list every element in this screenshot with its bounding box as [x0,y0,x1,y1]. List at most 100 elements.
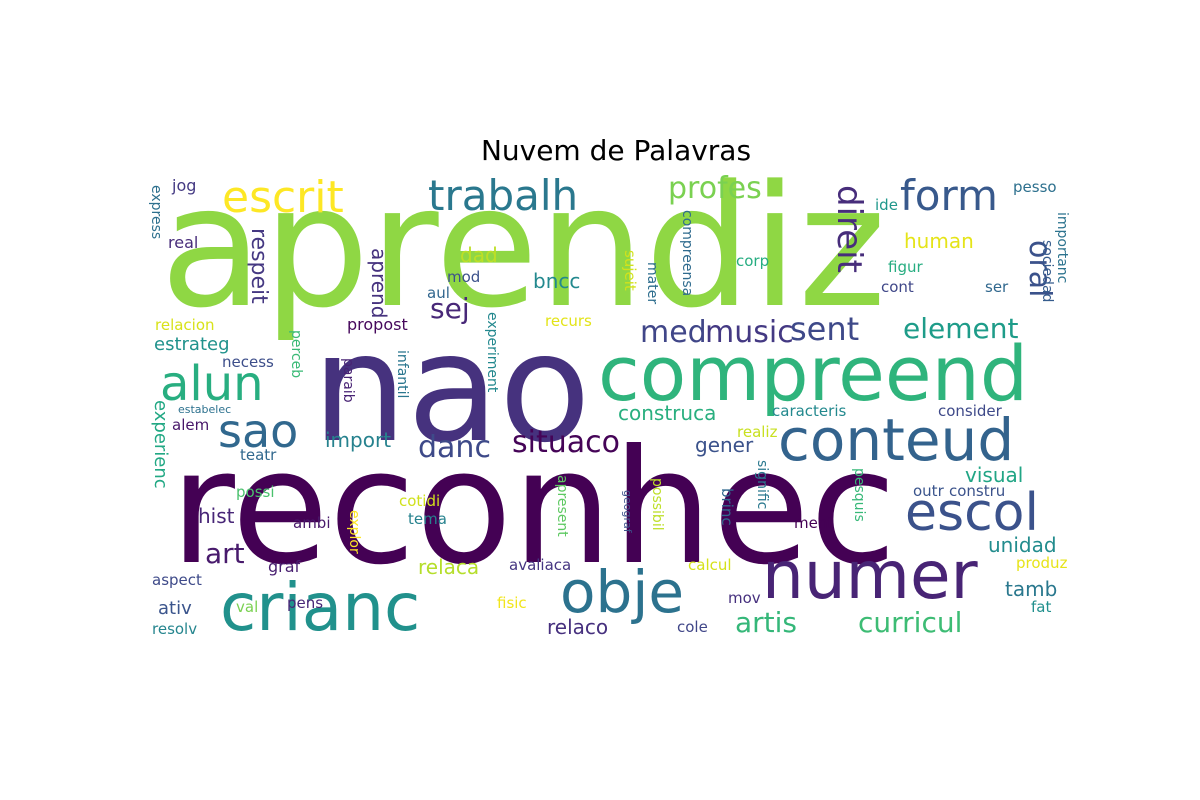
word-hist: hist [198,504,235,528]
word-med: med [640,315,707,350]
word-produz: produz [1016,554,1068,572]
word-respeit: respeit [246,228,271,304]
word-apresent: apresent [554,475,570,537]
word-sociedad: sociedad [1039,240,1055,302]
word-val: val [236,598,258,616]
word-pesso: pesso [1013,178,1057,196]
word-avaliaca: avaliaca [509,556,571,574]
word-music: music [705,315,794,350]
word-compreend: compreend [598,329,1028,418]
word-possi: possi [236,483,275,501]
word-form: form [900,171,998,220]
word-cont: cont [881,278,914,296]
word-direit: direit [829,185,869,273]
word-ativ: ativ [158,598,192,619]
word-resolv: resolv [152,620,197,638]
word-mod: mod [447,268,480,286]
word-nao: nao [312,302,591,476]
word-trabalh: trabalh [428,171,578,220]
word-consider: consider [938,402,1003,420]
word-profes: profes [668,171,762,206]
word-ide: ide [875,196,898,214]
word-artis: artis [735,606,797,639]
word-brinc: brinc [718,488,736,526]
word-crianc: crianc [220,569,420,646]
word-corp: corp [736,252,769,270]
word-numer: numer [762,537,979,614]
word-visual: visual [965,463,1023,487]
word-escol: escol [905,483,1039,543]
word-unidad: unidad [988,533,1057,557]
word-experienc: experienc [150,400,171,489]
word-pens: pens [287,594,323,612]
word-explor: explor [346,510,362,554]
word-oral: oral [1022,240,1057,297]
word-infantil: infantil [394,350,410,398]
word-cole: cole [677,618,708,636]
word-tamb: tamb [1005,577,1057,601]
word-relaca: relaca [418,555,479,579]
word-perceb: perceb [288,330,304,378]
word-sent: sent [790,310,859,348]
word-figur: figur [888,258,923,276]
word-bncc: bncc [533,269,580,293]
word-aul: aul [427,284,450,302]
word-sujeit: sujeit [621,250,639,291]
word-estabelec: estabelec [178,403,231,416]
word-mater: mater [644,262,660,304]
word-estrateg: estrateg [154,334,230,355]
word-express: express [148,185,164,239]
word-alem: alem [172,416,209,434]
word-mov: mov [728,589,761,607]
word-import: import [325,428,391,452]
word-relaco: relaco [547,615,608,639]
word-construca: construca [618,401,716,425]
word-relacion: relacion [155,316,215,334]
word-dad: dad [460,243,498,267]
word-art: art [205,537,245,570]
word-reconhec: reconhec [170,416,897,600]
word-aspect: aspect [152,571,202,589]
word-teatr: teatr [240,446,277,464]
word-element: element [903,312,1018,345]
word-danc: danc [418,430,491,465]
word-constru: constru [949,482,1005,500]
word-curricul: curricul [858,606,962,639]
word-cotidi: cotidi [399,492,440,510]
word-escrit: escrit [222,172,344,223]
word-sao: sao [218,404,298,458]
word-realiz: realiz [737,423,778,441]
word-recurs: recurs [545,312,592,330]
word-situaco: situaco [512,425,620,460]
word-paraib: paraib [340,358,356,403]
word-aprend: aprend [367,248,391,318]
word-fisic: fisic [497,594,527,612]
word-aprendiz: aprendiz [160,149,886,345]
word-real: real [168,233,198,252]
word-geograf: geograf [621,490,634,534]
word-graf: graf [268,557,301,576]
word-human: human [904,229,974,253]
word-jog: jog [171,176,196,195]
word-calcul: calcul [688,556,732,574]
word-possibil: possibil [649,478,665,531]
word-alun: alun [160,356,264,412]
word-signific: signific [754,460,770,509]
word-caracteris: caracteris [772,402,846,420]
chart-title: Nuvem de Palavras [480,134,752,167]
word-fat: fat [1031,598,1051,616]
word-outr: outr [913,482,945,500]
word-necess: necess [222,353,274,371]
word-gener: gener [695,433,754,457]
word-ser: ser [985,278,1009,296]
word-experiment: experiment [484,312,500,393]
word-obje: obje [560,558,684,626]
word-conteud: conteud [778,406,1014,474]
word-ment: ment [794,514,833,532]
word-compreensa: compreensa [679,210,695,296]
word-ambi: ambi [293,514,331,532]
word-importanc: importanc [1054,212,1070,283]
word-propost: propost [347,315,408,334]
word-sej: sej [430,292,470,325]
